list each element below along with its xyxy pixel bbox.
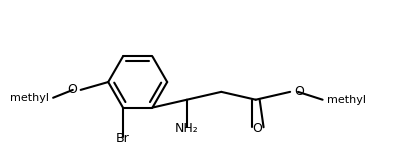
Text: NH₂: NH₂ xyxy=(175,122,199,135)
Text: O: O xyxy=(67,83,77,96)
Text: methyl: methyl xyxy=(10,93,49,103)
Text: O: O xyxy=(294,85,304,98)
Text: Br: Br xyxy=(116,132,130,145)
Text: methyl: methyl xyxy=(327,95,365,105)
Text: O: O xyxy=(253,122,263,135)
